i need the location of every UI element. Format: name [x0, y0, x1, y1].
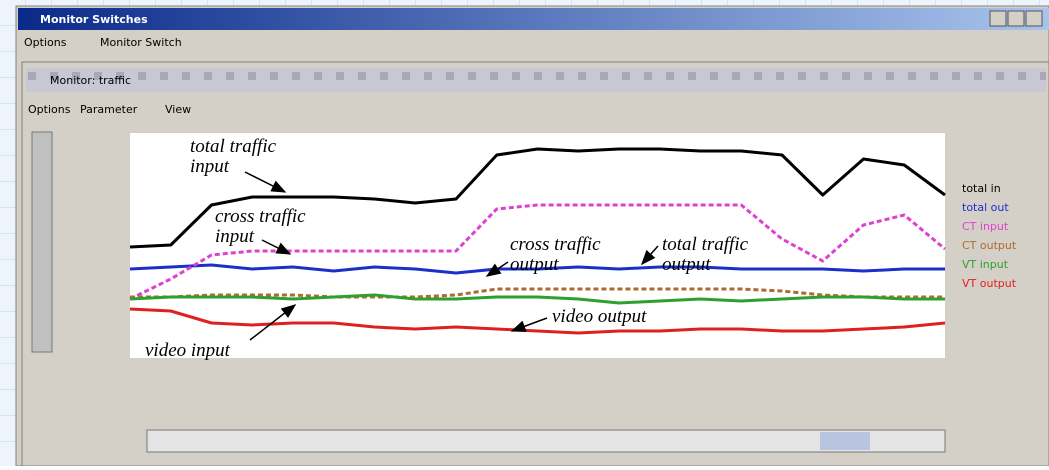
- legend-entry: CT input: [962, 220, 1009, 233]
- annotation: input: [215, 226, 255, 247]
- annotation: video input: [145, 340, 231, 361]
- maximize-button[interactable]: [1008, 11, 1024, 26]
- annotation: output: [510, 254, 559, 275]
- title-bar: [18, 8, 1049, 30]
- menu-item[interactable]: Options: [24, 36, 67, 49]
- annotation: cross traffic: [215, 206, 306, 227]
- legend-entry: total out: [962, 201, 1009, 214]
- screen: Monitor Switches Options Monitor Switch …: [0, 0, 1049, 466]
- minimize-button[interactable]: [990, 11, 1006, 26]
- menu-item[interactable]: Monitor Switch: [100, 36, 182, 49]
- annotation: video output: [552, 306, 647, 327]
- menu-item[interactable]: Parameter: [80, 103, 138, 116]
- scroll-thumb[interactable]: [820, 432, 870, 450]
- menu-item[interactable]: Options: [28, 103, 71, 116]
- window-title: Monitor Switches: [40, 13, 148, 26]
- annotation: input: [190, 156, 230, 177]
- legend-entry: total in: [962, 182, 1001, 195]
- annotation: total traffic: [662, 234, 749, 255]
- legend-entry: VT output: [962, 277, 1017, 290]
- legend-entry: VT input: [962, 258, 1009, 271]
- annotation: output: [662, 254, 711, 275]
- vertical-slider[interactable]: [32, 132, 52, 352]
- page: Monitor Switches Options Monitor Switch …: [0, 0, 1049, 466]
- annotation: cross traffic: [510, 234, 601, 255]
- annotation: total traffic: [190, 136, 277, 157]
- inner-title-bar: [26, 68, 1046, 92]
- close-button[interactable]: [1026, 11, 1042, 26]
- legend-entry: CT output: [962, 239, 1017, 252]
- menu-item[interactable]: View: [165, 103, 191, 116]
- inner-window-title: Monitor: traffic: [50, 74, 131, 87]
